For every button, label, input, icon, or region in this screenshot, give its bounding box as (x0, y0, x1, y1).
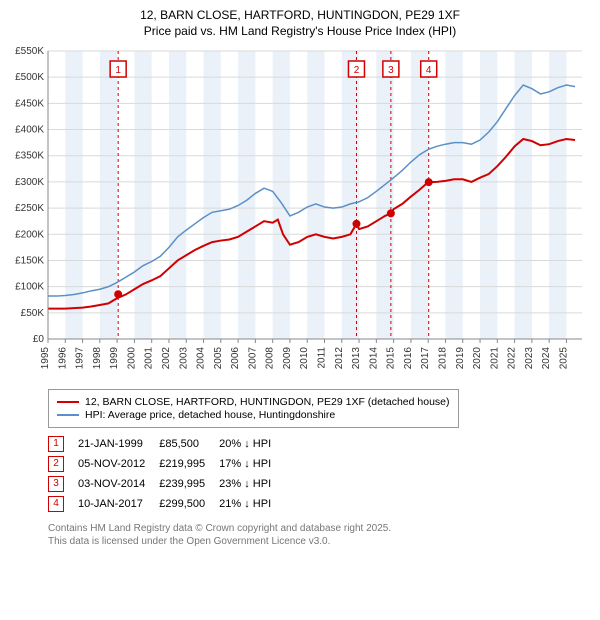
svg-text:2020: 2020 (472, 347, 483, 370)
sale-date: 05-NOV-2012 (78, 454, 159, 474)
svg-text:£250K: £250K (15, 203, 44, 214)
sale-price: £219,995 (159, 454, 219, 474)
svg-text:2015: 2015 (386, 347, 397, 370)
svg-text:£100K: £100K (15, 282, 44, 293)
legend: 12, BARN CLOSE, HARTFORD, HUNTINGDON, PE… (48, 389, 459, 428)
legend-swatch (57, 414, 79, 416)
sales-row: 4 10-JAN-2017£299,50021% ↓ HPI (48, 494, 285, 514)
svg-text:1: 1 (115, 65, 121, 76)
legend-item: 12, BARN CLOSE, HARTFORD, HUNTINGDON, PE… (57, 396, 450, 408)
svg-text:£300K: £300K (15, 177, 44, 188)
sale-price: £239,995 (159, 474, 219, 494)
footnote-line-1: Contains HM Land Registry data © Crown c… (48, 522, 592, 535)
svg-text:2009: 2009 (282, 347, 293, 370)
svg-text:2016: 2016 (403, 347, 414, 370)
sales-row: 2 05-NOV-2012£219,99517% ↓ HPI (48, 454, 285, 474)
sale-marker-number: 2 (48, 456, 64, 472)
footnote: Contains HM Land Registry data © Crown c… (48, 522, 592, 548)
svg-text:2010: 2010 (299, 347, 310, 370)
sales-row: 1 21-JAN-1999£85,50020% ↓ HPI (48, 434, 285, 454)
chart-title: 12, BARN CLOSE, HARTFORD, HUNTINGDON, PE… (8, 8, 592, 39)
svg-text:3: 3 (388, 65, 394, 76)
svg-text:2008: 2008 (265, 347, 276, 370)
sale-delta: 17% ↓ HPI (219, 454, 285, 474)
svg-text:£0: £0 (33, 334, 45, 345)
svg-text:2024: 2024 (541, 347, 552, 370)
svg-text:£500K: £500K (15, 72, 44, 83)
svg-text:1996: 1996 (57, 347, 68, 370)
sale-delta: 20% ↓ HPI (219, 434, 285, 454)
svg-text:1997: 1997 (75, 347, 86, 370)
legend-label: HPI: Average price, detached house, Hunt… (85, 409, 335, 421)
svg-text:2012: 2012 (334, 347, 345, 370)
sales-row: 3 03-NOV-2014£239,99523% ↓ HPI (48, 474, 285, 494)
x-axis-labels: 1995 1996 1997 1998 1999 2000 2001 2002 2003 2004… (40, 347, 569, 370)
svg-text:£350K: £350K (15, 151, 44, 162)
year-bands (65, 51, 566, 339)
legend-swatch (57, 401, 79, 403)
legend-item: HPI: Average price, detached house, Hunt… (57, 409, 450, 421)
svg-text:2: 2 (354, 65, 360, 76)
svg-text:1995: 1995 (40, 347, 51, 370)
svg-text:2002: 2002 (161, 347, 172, 370)
svg-text:1999: 1999 (109, 347, 120, 370)
sale-date: 10-JAN-2017 (78, 494, 159, 514)
sale-price: £85,500 (159, 434, 219, 454)
svg-text:2005: 2005 (213, 347, 224, 370)
svg-text:2003: 2003 (178, 347, 189, 370)
svg-text:£450K: £450K (15, 99, 44, 110)
svg-text:2014: 2014 (368, 347, 379, 370)
chart-container: £0 £50K £100K £150K £200K £250K £300K £350K £400… (8, 43, 592, 383)
svg-text:2021: 2021 (489, 347, 500, 370)
svg-text:2023: 2023 (524, 347, 535, 370)
svg-text:£200K: £200K (15, 229, 44, 240)
svg-text:2001: 2001 (144, 347, 155, 370)
legend-label: 12, BARN CLOSE, HARTFORD, HUNTINGDON, PE… (85, 396, 450, 408)
svg-text:2000: 2000 (126, 347, 137, 370)
svg-text:2018: 2018 (437, 347, 448, 370)
svg-text:2007: 2007 (247, 347, 258, 370)
svg-text:2017: 2017 (420, 347, 431, 370)
sale-marker-number: 3 (48, 476, 64, 492)
svg-text:£400K: £400K (15, 125, 44, 136)
sales-table: 1 21-JAN-1999£85,50020% ↓ HPI 2 05-NOV-2012… (48, 434, 285, 514)
title-line-1: 12, BARN CLOSE, HARTFORD, HUNTINGDON, PE… (8, 8, 592, 24)
title-line-2: Price paid vs. HM Land Registry's House … (8, 24, 592, 40)
svg-text:2004: 2004 (196, 347, 207, 370)
svg-text:2022: 2022 (507, 347, 518, 370)
y-axis-labels: £0 £50K £100K £150K £200K £250K £300K £350K £400… (15, 46, 44, 345)
sale-marker-number: 1 (48, 436, 64, 452)
svg-text:2013: 2013 (351, 347, 362, 370)
price-chart: £0 £50K £100K £150K £200K £250K £300K £350K £400… (8, 43, 592, 383)
sale-delta: 21% ↓ HPI (219, 494, 285, 514)
footnote-line-2: This data is licensed under the Open Gov… (48, 535, 592, 548)
svg-text:1998: 1998 (92, 347, 103, 370)
svg-text:£550K: £550K (15, 46, 44, 57)
svg-text:2006: 2006 (230, 347, 241, 370)
sale-date: 21-JAN-1999 (78, 434, 159, 454)
svg-text:2025: 2025 (558, 347, 569, 370)
sale-date: 03-NOV-2014 (78, 474, 159, 494)
svg-text:2011: 2011 (317, 347, 328, 369)
svg-text:£50K: £50K (21, 308, 45, 319)
sale-price: £299,500 (159, 494, 219, 514)
svg-text:2019: 2019 (455, 347, 466, 370)
sale-marker-number: 4 (48, 496, 64, 512)
svg-text:£150K: £150K (15, 256, 44, 267)
svg-text:4: 4 (426, 65, 432, 76)
sale-delta: 23% ↓ HPI (219, 474, 285, 494)
